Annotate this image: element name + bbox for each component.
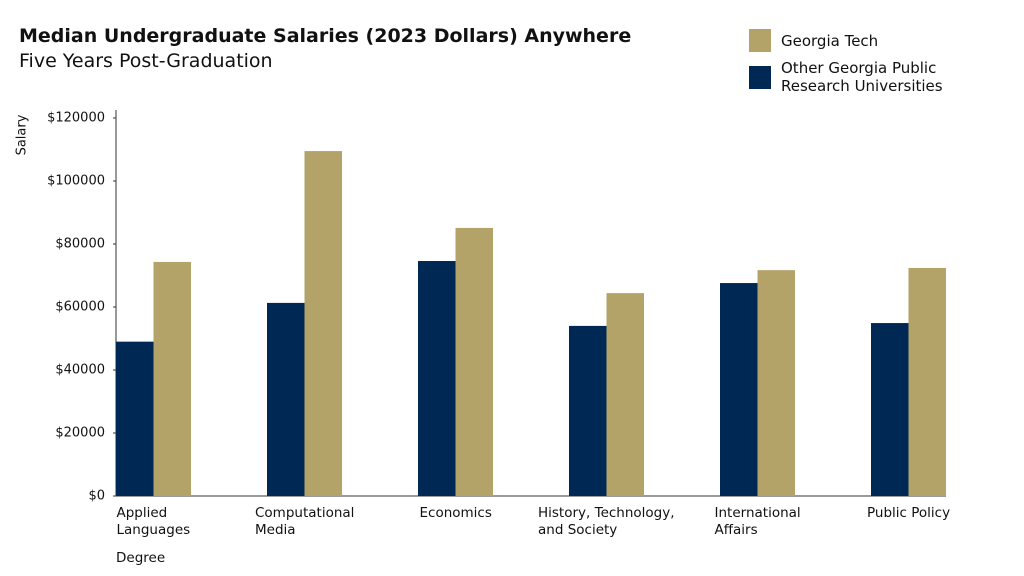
bar [569, 325, 607, 496]
chart-subtitle: Five Years Post-Graduation [19, 50, 273, 72]
y-tick-label: $20000 [55, 426, 105, 441]
bar [304, 151, 342, 496]
y-tick-label: $120000 [47, 111, 105, 126]
y-axis-title: Salary [15, 114, 30, 155]
y-tick-label: $100000 [47, 174, 105, 189]
y-tick-label: $40000 [55, 363, 105, 378]
bar [116, 341, 154, 496]
legend-label: Georgia Tech [781, 31, 879, 50]
x-tick-label: Applied Languages [116, 505, 191, 538]
x-tick-label: International Affairs [714, 505, 801, 538]
bar [606, 293, 644, 496]
bar [908, 267, 946, 496]
x-tick-label: Computational Media [255, 505, 355, 538]
legend-swatch [749, 65, 771, 89]
bar [418, 261, 456, 496]
bar [267, 302, 305, 496]
legend-label: Other Georgia Public Research Universiti… [781, 59, 943, 95]
y-tick-label: $0 [88, 489, 105, 504]
x-tick-label: History, Technology, and Society [538, 505, 675, 538]
bar [153, 261, 191, 496]
legend-item: Georgia Tech [749, 29, 878, 52]
legend-swatch [749, 29, 771, 52]
x-tick-label: Economics [419, 505, 492, 521]
x-axis-title: Degree [116, 550, 166, 566]
chart-title: Median Undergraduate Salaries (2023 Doll… [19, 25, 632, 47]
legend-item: Other Georgia Public Research Universiti… [749, 59, 971, 95]
bar [757, 270, 795, 496]
bar [720, 283, 758, 496]
bar [455, 227, 493, 496]
y-tick-label: $60000 [55, 300, 105, 315]
x-tick-label: Public Policy [867, 505, 951, 521]
bar [871, 323, 909, 496]
y-tick-label: $80000 [55, 237, 105, 252]
